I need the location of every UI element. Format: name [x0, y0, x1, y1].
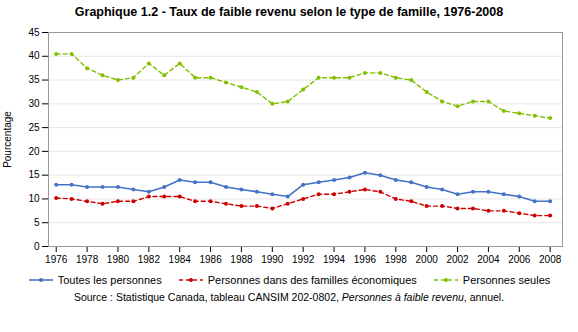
svg-text:1986: 1986 — [199, 254, 222, 265]
svg-text:5: 5 — [34, 217, 40, 228]
svg-text:40: 40 — [28, 50, 40, 61]
html-text:Personnes seules: Personnes seules — [462, 274, 551, 286]
svg-text:2006: 2006 — [508, 254, 531, 265]
svg-text:15: 15 — [28, 169, 40, 180]
svg-text:1984: 1984 — [169, 254, 192, 265]
svg-text:1982: 1982 — [138, 254, 161, 265]
svg-text:1994: 1994 — [323, 254, 346, 265]
svg-text:2008: 2008 — [539, 254, 562, 265]
svg-text:1978: 1978 — [76, 254, 99, 265]
svg-text:1990: 1990 — [261, 254, 284, 265]
svg-text:1976: 1976 — [45, 254, 68, 265]
svg-text:Pourcentage: Pourcentage — [2, 111, 13, 168]
svg-text:2004: 2004 — [477, 254, 500, 265]
svg-text:2002: 2002 — [446, 254, 469, 265]
svg-text:1992: 1992 — [292, 254, 315, 265]
svg-text:35: 35 — [28, 74, 40, 85]
svg-text:20: 20 — [28, 146, 40, 157]
svg-text:1996: 1996 — [354, 254, 377, 265]
svg-text:30: 30 — [28, 98, 40, 109]
svg-text:0: 0 — [34, 241, 40, 252]
svg-text:45: 45 — [28, 27, 40, 38]
svg-text:1988: 1988 — [230, 254, 253, 265]
html-text:Source : Statistique Canada, t: Source : Statistique Canada, tableau CAN… — [73, 291, 505, 303]
svg-text:25: 25 — [28, 122, 40, 133]
html-text:Toutes les personnes: Toutes les personnes — [57, 274, 162, 286]
html-text:Graphique 1.2 - Taux de faible: Graphique 1.2 - Taux de faible revenu se… — [74, 5, 504, 19]
html-text:Personnes dans des familles éc: Personnes dans des familles économiques — [207, 274, 417, 286]
svg-text:1998: 1998 — [385, 254, 408, 265]
svg-text:2000: 2000 — [416, 254, 439, 265]
svg-text:1980: 1980 — [107, 254, 130, 265]
svg-text:10: 10 — [28, 193, 40, 204]
